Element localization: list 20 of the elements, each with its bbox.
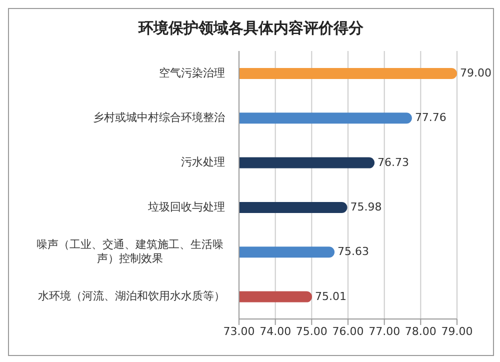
chart-title: 环境保护领域各具体内容评价得分 — [137, 19, 364, 39]
data-label: 77.76 — [414, 111, 446, 124]
y-tick-label: 水环境（河流、湖泊和饮用水水质等） — [38, 290, 225, 303]
x-tick-label: 76.00 — [332, 324, 364, 338]
x-tick-label: 78.00 — [404, 324, 436, 338]
y-tick-label: 垃圾回收与处理 — [147, 200, 225, 214]
x-tick-label: 77.00 — [368, 324, 400, 338]
data-label: 75.98 — [350, 200, 382, 214]
y-tick-label: 污水处理 — [181, 156, 225, 169]
x-tick-label: 74.00 — [260, 324, 292, 338]
y-tick-label: 空气污染治理 — [159, 66, 225, 80]
x-tick-label: 79.00 — [441, 324, 473, 338]
x-tick-label: 75.00 — [296, 324, 328, 338]
data-label: 75.63 — [338, 245, 370, 258]
y-tick-label: 乡村或城中村综合环境整治 — [93, 111, 225, 124]
data-label: 75.01 — [315, 290, 347, 303]
data-label: 79.00 — [460, 66, 492, 80]
y-tick-label: 噪声（工业、交通、建筑施工、生活噪声）控制效果 — [36, 238, 224, 266]
x-tick-label: 73.00 — [223, 324, 255, 338]
data-label: 76.73 — [378, 156, 410, 169]
